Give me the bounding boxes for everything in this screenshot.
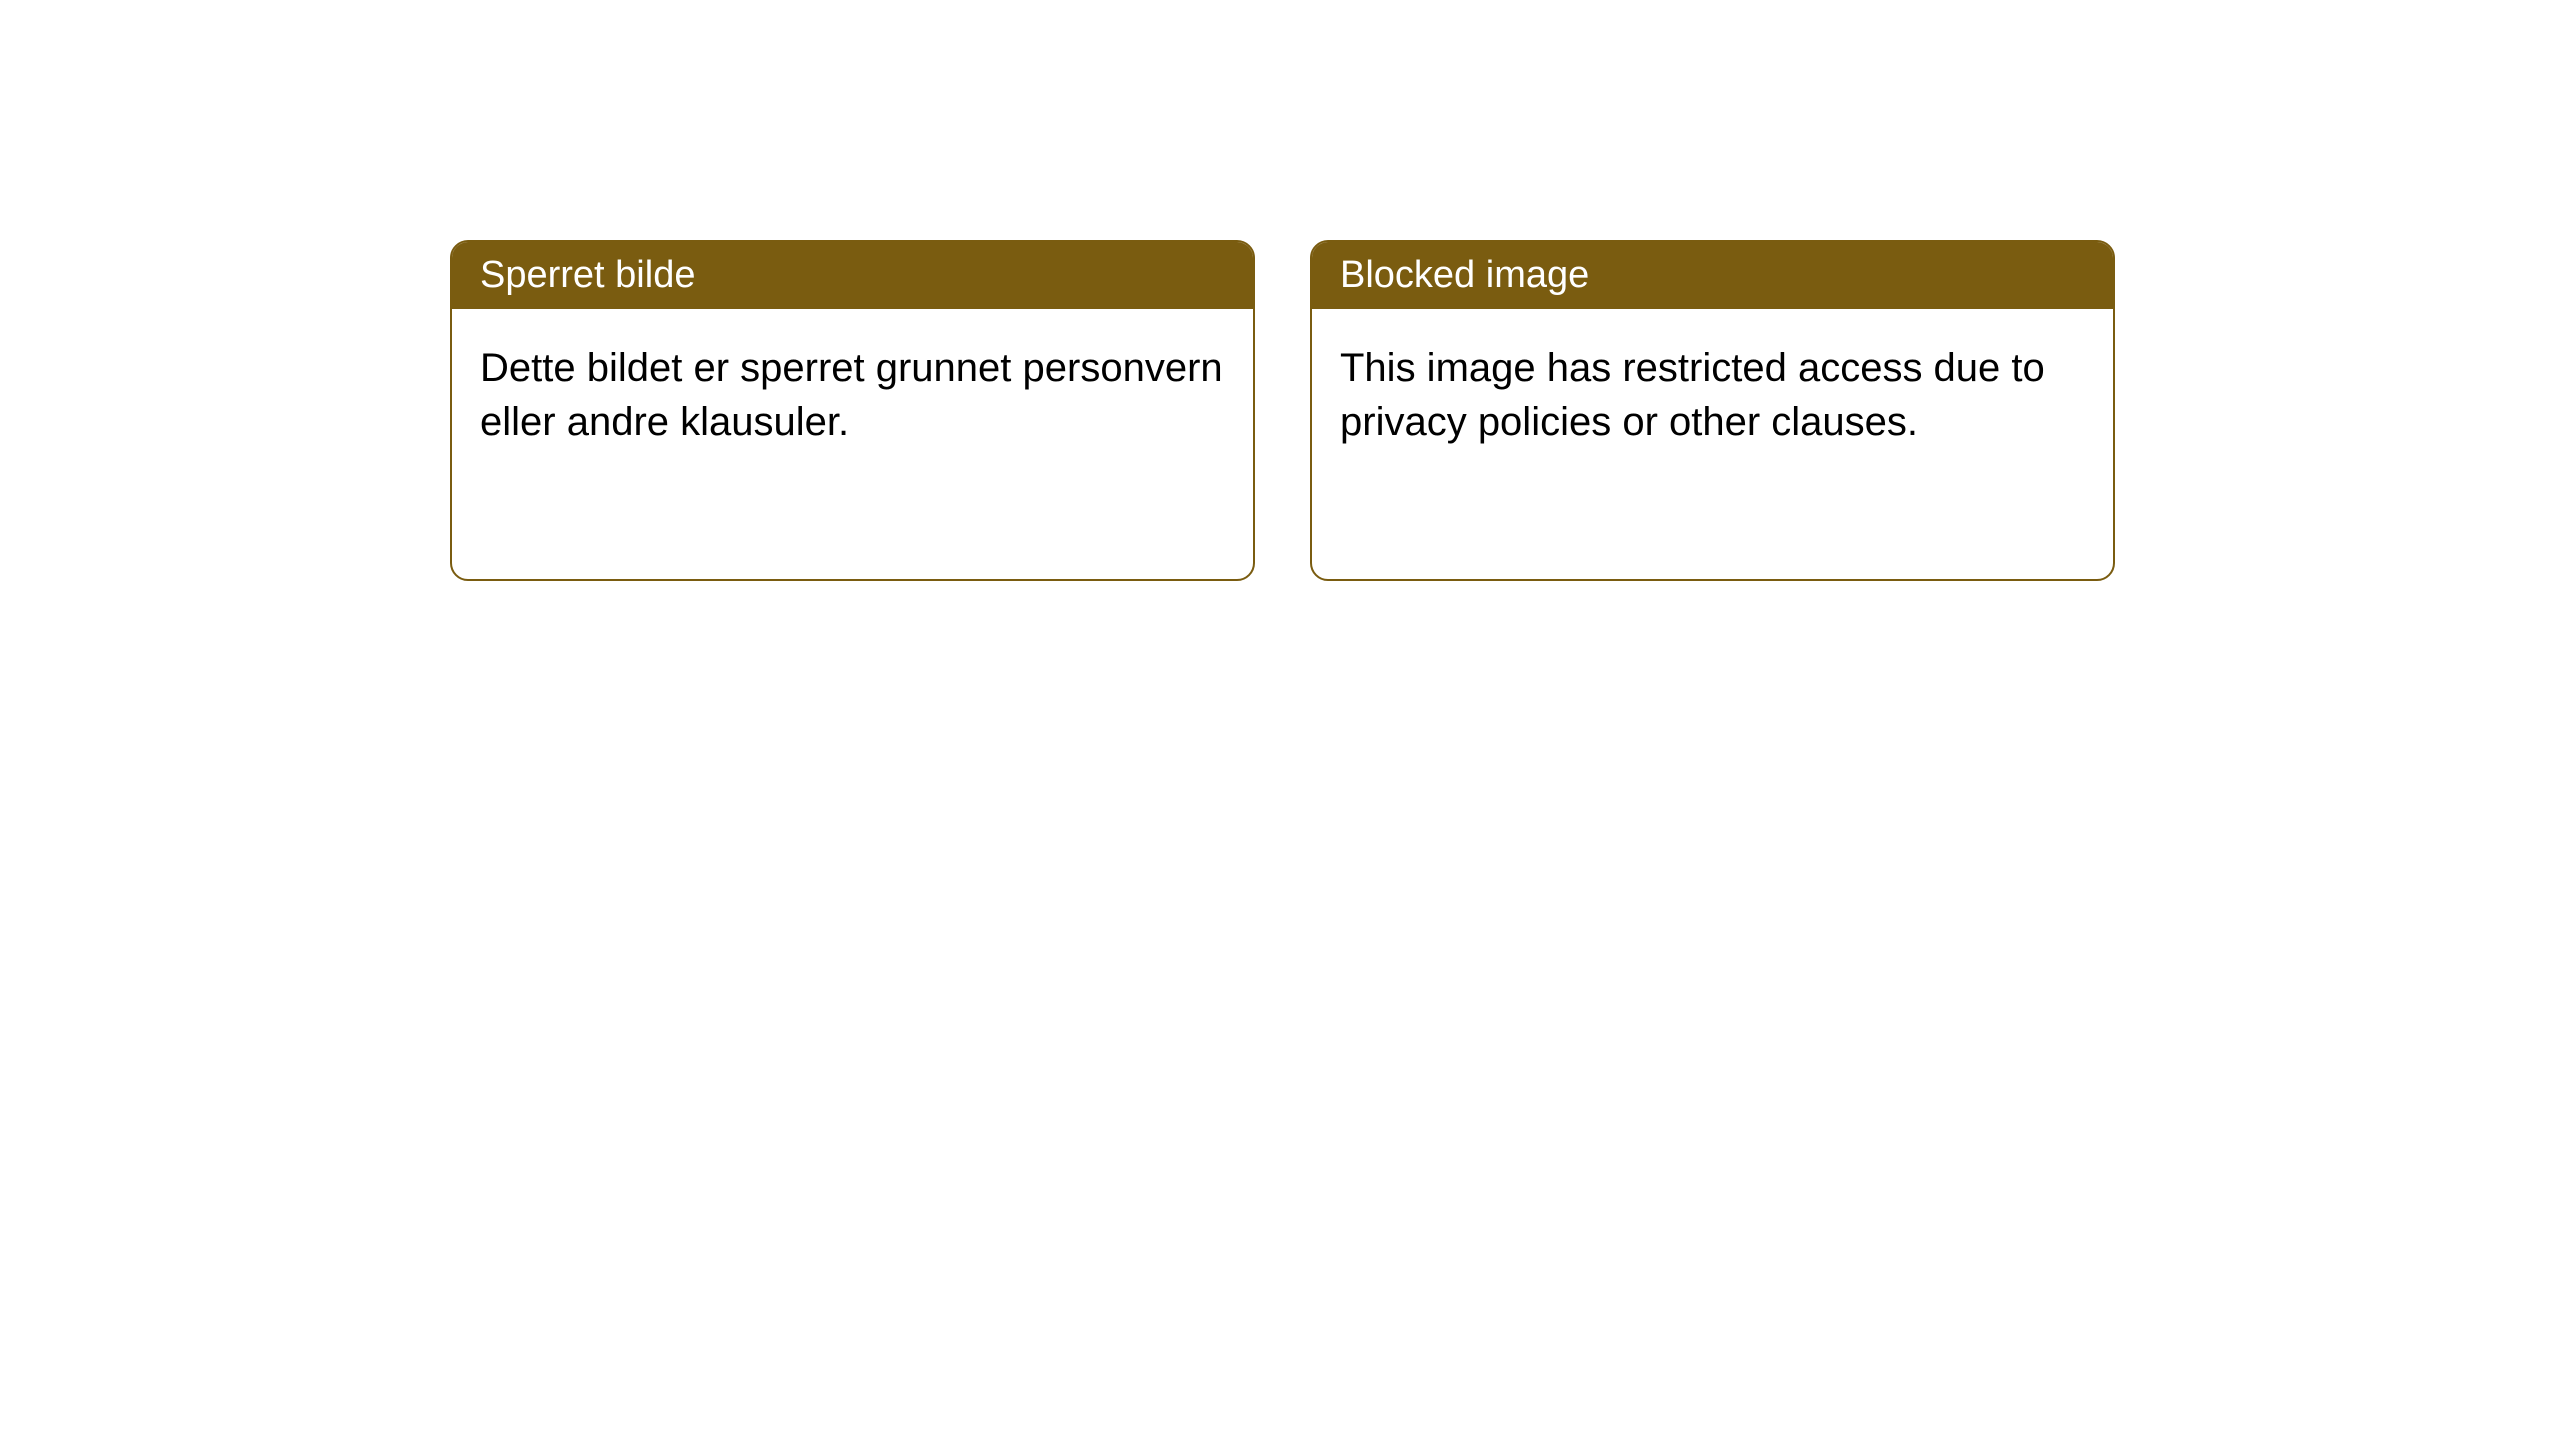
- card-title: Blocked image: [1340, 254, 1589, 296]
- card-header: Blocked image: [1312, 242, 2113, 309]
- card-body: This image has restricted access due to …: [1312, 309, 2113, 579]
- card-body-text: Dette bildet er sperret grunnet personve…: [480, 346, 1223, 444]
- blocked-image-card-no: Sperret bilde Dette bildet er sperret gr…: [450, 240, 1255, 581]
- notice-container: Sperret bilde Dette bildet er sperret gr…: [450, 240, 2115, 581]
- card-title: Sperret bilde: [480, 254, 695, 296]
- blocked-image-card-en: Blocked image This image has restricted …: [1310, 240, 2115, 581]
- card-body-text: This image has restricted access due to …: [1340, 346, 2045, 444]
- card-header: Sperret bilde: [452, 242, 1253, 309]
- card-body: Dette bildet er sperret grunnet personve…: [452, 309, 1253, 579]
